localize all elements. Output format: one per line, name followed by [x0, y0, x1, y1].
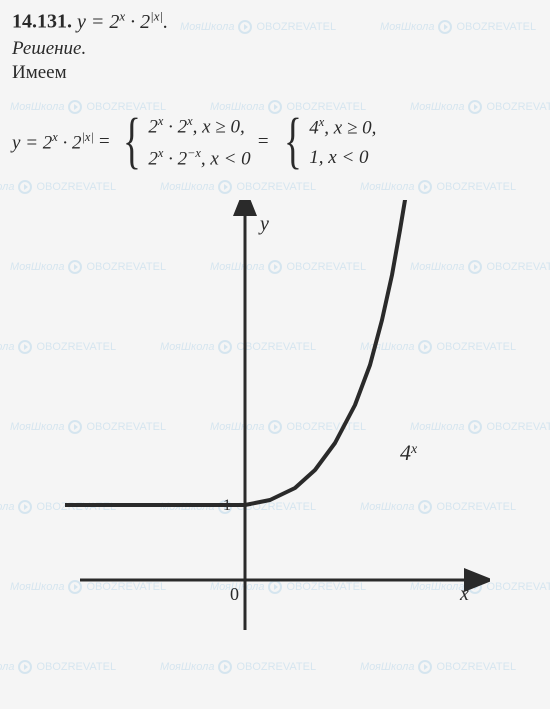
svg-text:x: x [459, 583, 469, 605]
eq-sign-2: = [257, 131, 270, 153]
chart-svg: y x 0 4x 1 [60, 200, 490, 650]
case-2b: 1, x < 0 [309, 147, 376, 169]
case-1a: 2x · 2x, x ≥ 0, [148, 114, 250, 138]
svg-text:4x: 4x [400, 440, 418, 465]
problem-header: 14.131. y = 2x · 2|x|. [12, 8, 538, 34]
brace-2: { [283, 117, 301, 167]
content-area: 14.131. y = 2x · 2|x|. Решение. Имеем y … [0, 0, 550, 658]
chart: y x 0 4x 1 [60, 200, 490, 650]
problem-number: 14.131. [12, 11, 72, 33]
brace-1: { [123, 117, 141, 167]
piecewise-2: 4x, x ≥ 0, 1, x < 0 [309, 115, 376, 169]
svg-text:0: 0 [230, 584, 239, 604]
eq-lhs: y = 2x · 2|x| [12, 130, 94, 154]
svg-text:y: y [258, 213, 269, 235]
full-equation: y = 2x · 2|x| = { 2x · 2x, x ≥ 0, 2x · 2… [12, 114, 538, 171]
piecewise-1: 2x · 2x, x ≥ 0, 2x · 2−x, x < 0 [148, 114, 250, 171]
case-1b: 2x · 2−x, x < 0 [148, 146, 250, 170]
eq-sign-1: = [98, 131, 111, 153]
solution-label: Решение. [12, 38, 538, 60]
have-label: Имеем [12, 62, 538, 84]
problem-equation: y = 2x · 2|x|. [77, 11, 168, 33]
case-2a: 4x, x ≥ 0, [309, 115, 376, 139]
svg-text:1: 1 [223, 497, 231, 514]
